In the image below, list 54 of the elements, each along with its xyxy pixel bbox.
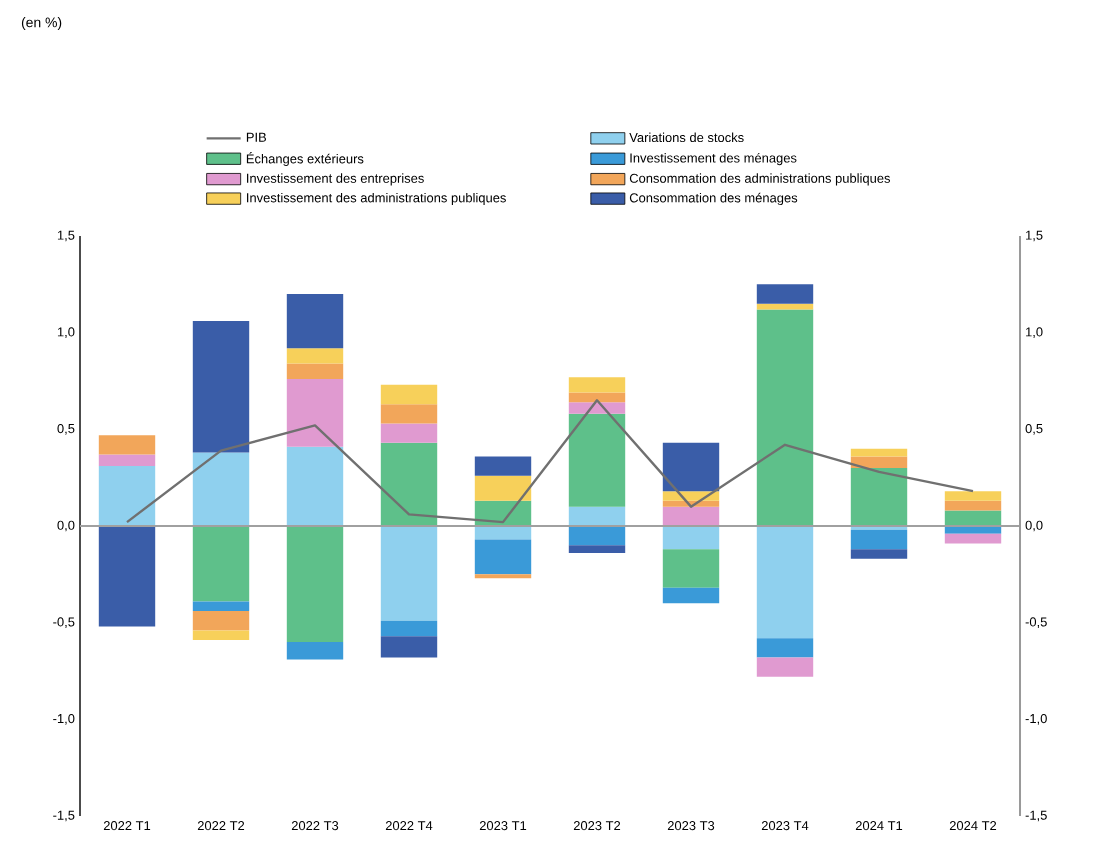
bar <box>286 348 344 364</box>
bar <box>944 533 1002 544</box>
bar <box>98 435 156 455</box>
bar <box>662 549 720 588</box>
bar <box>286 642 344 660</box>
bar <box>192 601 250 612</box>
bar <box>286 379 344 447</box>
bar <box>98 454 156 467</box>
bar <box>380 636 438 658</box>
bar <box>944 510 1002 526</box>
bar <box>192 611 250 631</box>
bar <box>568 413 626 507</box>
bar <box>568 377 626 393</box>
bar <box>756 526 814 639</box>
bar <box>380 620 438 637</box>
bar <box>286 363 344 380</box>
bar <box>474 456 532 476</box>
bar <box>192 321 250 453</box>
bar <box>98 466 156 526</box>
bar <box>756 284 814 304</box>
bar <box>850 467 908 526</box>
bar <box>568 526 626 546</box>
bar <box>286 293 344 349</box>
bar <box>850 549 908 559</box>
bar <box>662 526 720 550</box>
bar <box>474 526 532 540</box>
bar <box>192 452 250 526</box>
bar <box>474 539 532 575</box>
bar <box>192 630 250 641</box>
bar <box>192 526 250 602</box>
bar <box>380 404 438 424</box>
bar <box>286 446 344 526</box>
bar <box>662 587 720 604</box>
bar <box>850 456 908 468</box>
line-series <box>125 399 975 524</box>
bar <box>474 475 532 501</box>
bar <box>568 392 626 403</box>
bar <box>380 423 438 443</box>
bar <box>286 526 344 642</box>
bar <box>568 545 626 554</box>
bar <box>850 529 908 550</box>
bar <box>662 442 720 492</box>
bar <box>568 506 626 526</box>
bar <box>756 309 814 526</box>
bar <box>98 526 156 627</box>
bar <box>756 638 814 658</box>
bar <box>380 526 438 621</box>
bar <box>944 500 1002 511</box>
bar <box>756 657 814 677</box>
bar <box>380 442 438 526</box>
bar <box>944 491 1002 501</box>
bar <box>662 506 720 526</box>
bar <box>850 448 908 457</box>
bar <box>380 384 438 405</box>
